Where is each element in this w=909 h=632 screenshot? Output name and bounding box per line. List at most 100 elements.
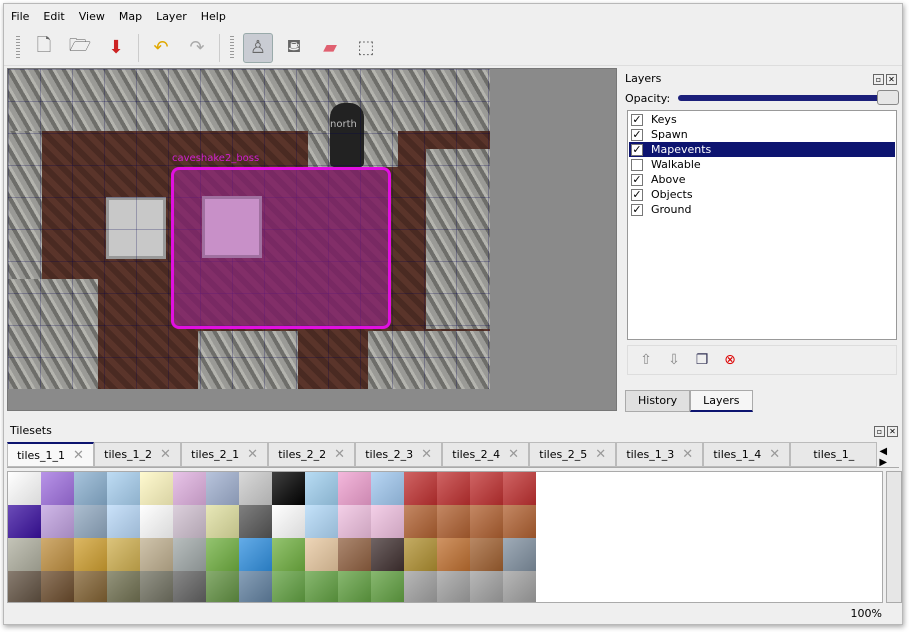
tile[interactable] [338, 571, 371, 602]
menu-layer[interactable]: Layer [156, 10, 187, 23]
tile[interactable] [239, 472, 272, 505]
tile[interactable] [338, 538, 371, 571]
tileset-tab[interactable]: tiles_2_5 ✕ [529, 442, 617, 467]
tile[interactable] [239, 571, 272, 602]
menu-view[interactable]: View [78, 10, 105, 23]
tile[interactable] [305, 571, 338, 602]
tile[interactable] [338, 472, 371, 505]
tile[interactable] [404, 505, 437, 538]
lower-layer-icon[interactable]: ⇩ [668, 352, 680, 368]
tile[interactable] [305, 472, 338, 505]
duplicate-layer-icon[interactable]: ❐ [695, 352, 709, 368]
tile[interactable] [371, 571, 404, 602]
tile[interactable] [173, 472, 206, 505]
tile[interactable] [437, 505, 470, 538]
close-tab-icon[interactable]: ✕ [595, 447, 607, 462]
close-tab-icon[interactable]: ✕ [334, 447, 346, 462]
tile[interactable] [305, 505, 338, 538]
vertical-scrollbar[interactable] [886, 471, 902, 603]
tile[interactable] [470, 472, 503, 505]
tile[interactable] [8, 472, 41, 505]
tile[interactable] [74, 505, 107, 538]
tile[interactable] [437, 472, 470, 505]
layer-item[interactable]: ✓ Mapevents [629, 142, 895, 157]
tile[interactable] [140, 538, 173, 571]
tile[interactable] [206, 472, 239, 505]
tileset-tab[interactable]: tiles_2_4 ✕ [442, 442, 530, 467]
undo-button[interactable]: ↶ [146, 33, 176, 63]
tile[interactable] [371, 505, 404, 538]
tile[interactable] [140, 472, 173, 505]
close-tab-icon[interactable]: ✕ [421, 447, 433, 462]
tile[interactable] [239, 538, 272, 571]
map-canvas[interactable]: north caveshake2_boss [8, 69, 490, 389]
tileset-tab[interactable]: tiles_1_ [790, 442, 878, 467]
tileset-tab[interactable]: tiles_2_2 ✕ [268, 442, 356, 467]
close-tab-icon[interactable]: ✕ [247, 447, 258, 462]
close-tab-icon[interactable]: ✕ [73, 447, 84, 463]
tile[interactable] [470, 538, 503, 571]
tileset-tab[interactable]: tiles_2_3 ✕ [355, 442, 443, 467]
tile[interactable] [140, 505, 173, 538]
tile[interactable] [74, 571, 107, 602]
close-icon[interactable]: ✕ [886, 73, 897, 85]
tile[interactable] [371, 538, 404, 571]
tile[interactable] [272, 538, 305, 571]
menu-edit[interactable]: Edit [43, 10, 65, 23]
tile[interactable] [338, 505, 371, 538]
tile[interactable] [503, 538, 536, 571]
tile[interactable] [239, 505, 272, 538]
visibility-checkbox[interactable]: ✓ [631, 172, 643, 186]
tile[interactable] [41, 571, 74, 602]
tileset-tab[interactable]: tiles_1_1 ✕ [7, 442, 95, 467]
tile[interactable] [371, 472, 404, 505]
tile[interactable] [8, 538, 41, 571]
bucket-fill-button[interactable]: ⛾ [279, 33, 309, 63]
tile[interactable] [74, 538, 107, 571]
close-tab-icon[interactable]: ✕ [682, 447, 694, 462]
tile[interactable] [272, 505, 305, 538]
toolbar-grip[interactable] [230, 35, 234, 60]
tileset-tab[interactable]: tiles_2_1 ✕ [181, 442, 269, 467]
tile[interactable] [206, 538, 239, 571]
tile[interactable] [107, 538, 140, 571]
tile[interactable] [404, 472, 437, 505]
toolbar-grip[interactable] [16, 35, 20, 60]
tile[interactable] [107, 505, 140, 538]
layer-item[interactable]: ✓ Objects [629, 187, 895, 202]
tile[interactable] [41, 472, 74, 505]
selected-object[interactable] [171, 167, 391, 329]
visibility-checkbox[interactable]: ✓ [631, 187, 643, 201]
menu-help[interactable]: Help [200, 10, 226, 23]
visibility-checkbox[interactable]: ✓ [631, 142, 643, 156]
raise-layer-icon[interactable]: ⇧ [640, 352, 652, 368]
slider-handle[interactable] [877, 90, 899, 105]
tile[interactable] [437, 538, 470, 571]
tile[interactable] [8, 571, 41, 602]
tile[interactable] [140, 571, 173, 602]
layer-item[interactable]: ✓ Keys [629, 112, 895, 127]
opacity-slider[interactable] [678, 90, 899, 105]
tile[interactable] [41, 505, 74, 538]
tile[interactable] [173, 571, 206, 602]
tile[interactable] [206, 571, 239, 602]
layer-item[interactable]: ✓ Above [629, 172, 895, 187]
tab-history[interactable]: History [625, 390, 691, 412]
tile[interactable] [107, 472, 140, 505]
tile[interactable] [107, 571, 140, 602]
layer-item[interactable]: ✓ Spawn [629, 127, 895, 142]
menu-file[interactable]: File [11, 10, 30, 23]
float-icon[interactable]: ▫ [874, 425, 885, 437]
tab-layers[interactable]: Layers [690, 390, 753, 412]
visibility-checkbox[interactable]: ✓ [631, 202, 643, 216]
remove-layer-icon[interactable]: ⊗ [724, 352, 736, 368]
tile[interactable] [470, 571, 503, 602]
close-tab-icon[interactable]: ✕ [508, 447, 520, 462]
tileset-tab[interactable]: tiles_1_4 ✕ [703, 442, 791, 467]
tile[interactable] [41, 538, 74, 571]
tile[interactable] [503, 571, 536, 602]
eraser-button[interactable]: ▰ [315, 33, 345, 63]
float-icon[interactable]: ▫ [873, 73, 884, 85]
visibility-checkbox[interactable] [631, 158, 643, 171]
tile[interactable] [404, 538, 437, 571]
